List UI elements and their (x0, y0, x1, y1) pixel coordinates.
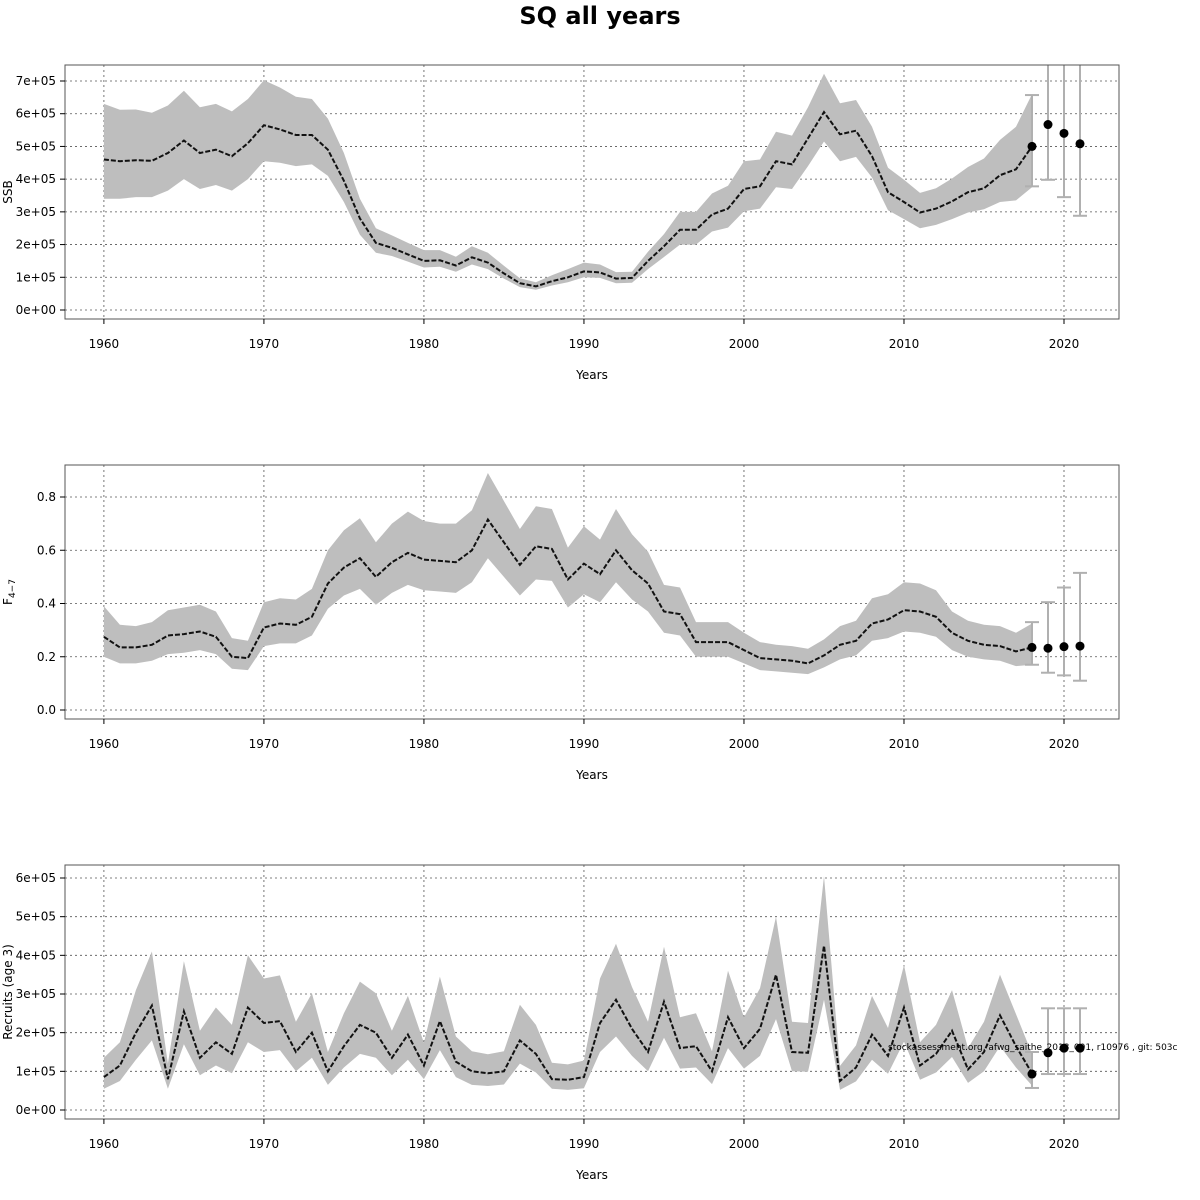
forecast-point (1043, 1048, 1053, 1058)
forecast-point (1043, 120, 1053, 130)
fbar-estimate-line (103, 517, 1033, 665)
ssb-estimate-line (103, 110, 1033, 288)
y-tick-label: 6e+05 (16, 871, 56, 885)
y-tick-label: 1e+05 (16, 270, 56, 284)
x-tick-label: 1970 (249, 337, 280, 351)
y-tick-label: 7e+05 (16, 74, 56, 88)
x-tick-label: 2000 (729, 1137, 760, 1151)
y-tick-label: 3e+05 (16, 987, 56, 1001)
y-tick-label: 0.4 (37, 597, 56, 611)
y-tick-label: 0e+00 (16, 1103, 56, 1117)
recruits-plot-frame (64, 864, 1120, 1120)
x-tick-label: 1970 (249, 1137, 280, 1151)
recruits-confidence-band (103, 876, 1032, 1090)
ssb-confidence-band (103, 73, 1032, 290)
x-tick-label: 1990 (569, 737, 600, 751)
recruits-estimate-line (103, 945, 1033, 1083)
y-tick-label: 3e+05 (16, 205, 56, 219)
fbar-confidence-band (103, 473, 1032, 675)
y-tick-label: 1e+05 (16, 1064, 56, 1078)
y-tick-label: 2e+05 (16, 1026, 56, 1040)
forecast-point (1059, 128, 1069, 138)
forecast-point (1027, 642, 1037, 652)
x-tick-label: 2000 (729, 737, 760, 751)
forecast-point (1075, 139, 1085, 149)
fbar-plot-frame (64, 464, 1120, 720)
y-tick-label: 5e+05 (16, 139, 56, 153)
fbar-panel: 0.0 0.2 0.4 0.6 0.8 1960 1970 1980 1990 2000 2010 2… (1, 464, 1120, 782)
y-tick-label: 5e+05 (16, 910, 56, 924)
forecast-point (1059, 642, 1069, 652)
ssb-plot-frame (64, 64, 1120, 320)
recruits-panel: 0e+00 1e+05 2e+05 3e+05 4e+05 5e+05 6e+05 1960 1… (1, 864, 1120, 1182)
y-tick-label: 6e+05 (16, 107, 56, 121)
forecast-point (1043, 643, 1053, 653)
x-tick-label: 1990 (569, 337, 600, 351)
x-tick-label: 1960 (89, 337, 120, 351)
x-tick-label: 2010 (889, 337, 920, 351)
chart-title: SQ all years (519, 2, 680, 30)
ssb-panel: 0e+00 1e+05 2e+05 3e+05 4e+05 5e+05 6e+05 7e+05… (1, 64, 1120, 382)
x-tick-label: 2020 (1049, 337, 1080, 351)
forecast-point (1027, 1069, 1037, 1079)
forecast-point (1075, 1043, 1085, 1053)
y-tick-label: 4e+05 (16, 172, 56, 186)
x-tick-label: 2020 (1049, 1137, 1080, 1151)
panels: 0e+00 1e+05 2e+05 3e+05 4e+05 5e+05 6e+05 7e+05… (1, 64, 1120, 1182)
ssb-x-axis-label: Years (575, 368, 608, 382)
recruits-y-axis-label: Recruits (age 3) (1, 944, 15, 1040)
y-tick-label: 0e+00 (16, 303, 56, 317)
y-tick-label: 4e+05 (16, 948, 56, 962)
footnote: stockassessment.org, afwg_saithe_2018_00… (888, 1043, 1178, 1053)
forecast-point (1059, 1043, 1069, 1053)
x-tick-label: 2000 (729, 337, 760, 351)
y-tick-label: 0.2 (37, 650, 56, 664)
x-tick-label: 2020 (1049, 737, 1080, 751)
forecast-point (1075, 641, 1085, 651)
recruits-x-axis-label: Years (575, 1168, 608, 1182)
ssb-y-axis-label: SSB (1, 180, 15, 203)
x-tick-label: 1970 (249, 737, 280, 751)
x-tick-label: 1960 (89, 1137, 120, 1151)
recruits-grid (65, 865, 1119, 1119)
fbar-y-axis-label: F4−7 (1, 579, 18, 605)
x-tick-label: 1990 (569, 1137, 600, 1151)
x-tick-label: 2010 (889, 1137, 920, 1151)
y-tick-label: 2e+05 (16, 238, 56, 252)
y-tick-label: 0.8 (37, 490, 56, 504)
y-tick-label: 0.0 (37, 703, 56, 717)
x-tick-label: 2010 (889, 737, 920, 751)
forecast-point (1027, 141, 1037, 151)
x-tick-label: 1980 (409, 737, 440, 751)
x-tick-label: 1980 (409, 1137, 440, 1151)
x-tick-label: 1980 (409, 337, 440, 351)
y-tick-label: 0.6 (37, 543, 56, 557)
x-tick-label: 1960 (89, 737, 120, 751)
fbar-x-axis-label: Years (575, 768, 608, 782)
